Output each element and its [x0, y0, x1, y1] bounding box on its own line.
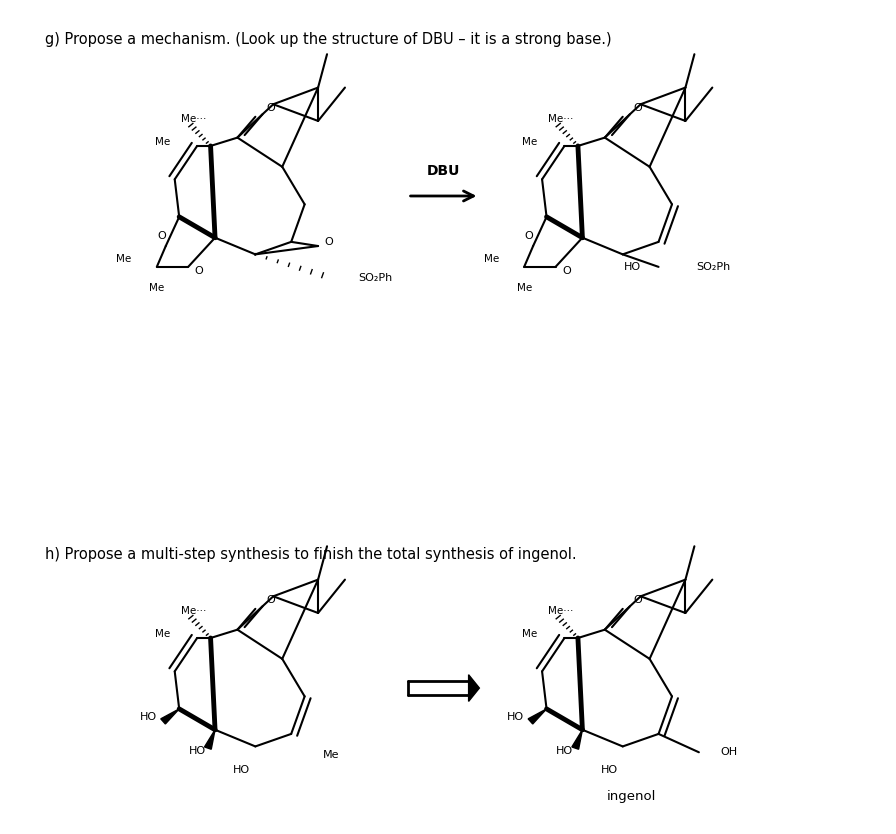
Polygon shape	[469, 675, 479, 701]
Text: Me: Me	[155, 137, 170, 147]
Polygon shape	[528, 709, 547, 724]
Text: DBU: DBU	[426, 164, 461, 178]
Text: SO₂Ph: SO₂Ph	[358, 273, 392, 283]
Text: HO: HO	[233, 765, 251, 775]
Text: HO: HO	[189, 746, 206, 756]
Text: O: O	[633, 103, 642, 113]
Text: O: O	[266, 103, 275, 113]
Text: HO: HO	[556, 746, 573, 756]
Text: g) Propose a mechanism. (Look up the structure of DBU – it is a strong base.): g) Propose a mechanism. (Look up the str…	[45, 32, 611, 47]
Text: Me···: Me···	[548, 606, 573, 616]
Text: Me: Me	[155, 629, 170, 639]
Text: O: O	[266, 595, 275, 605]
Text: O: O	[194, 266, 203, 276]
Text: Me···: Me···	[181, 606, 206, 616]
Text: O: O	[524, 231, 533, 241]
Text: O: O	[324, 237, 333, 247]
Text: O: O	[562, 266, 571, 276]
Polygon shape	[160, 709, 179, 724]
Text: SO₂Ph: SO₂Ph	[696, 262, 730, 272]
Text: O: O	[157, 231, 166, 241]
Text: Me: Me	[522, 137, 538, 147]
Polygon shape	[204, 730, 215, 749]
Text: h) Propose a multi-step synthesis to finish the total synthesis of ingenol.: h) Propose a multi-step synthesis to fin…	[45, 547, 576, 562]
Text: HO: HO	[507, 712, 524, 722]
Polygon shape	[572, 730, 582, 749]
Text: O: O	[633, 595, 642, 605]
Text: Me: Me	[149, 283, 165, 293]
Text: OH: OH	[720, 747, 737, 757]
Text: Me: Me	[484, 254, 499, 264]
Text: Me···: Me···	[181, 114, 206, 124]
Text: Me···: Me···	[548, 114, 573, 124]
Text: ingenol: ingenol	[607, 790, 657, 803]
Text: HO: HO	[600, 765, 618, 775]
Text: Me: Me	[516, 283, 532, 293]
Text: HO: HO	[624, 262, 641, 272]
Text: Me: Me	[323, 750, 339, 760]
Text: Me: Me	[522, 629, 538, 639]
Text: Me: Me	[116, 254, 132, 264]
Text: HO: HO	[140, 712, 157, 722]
